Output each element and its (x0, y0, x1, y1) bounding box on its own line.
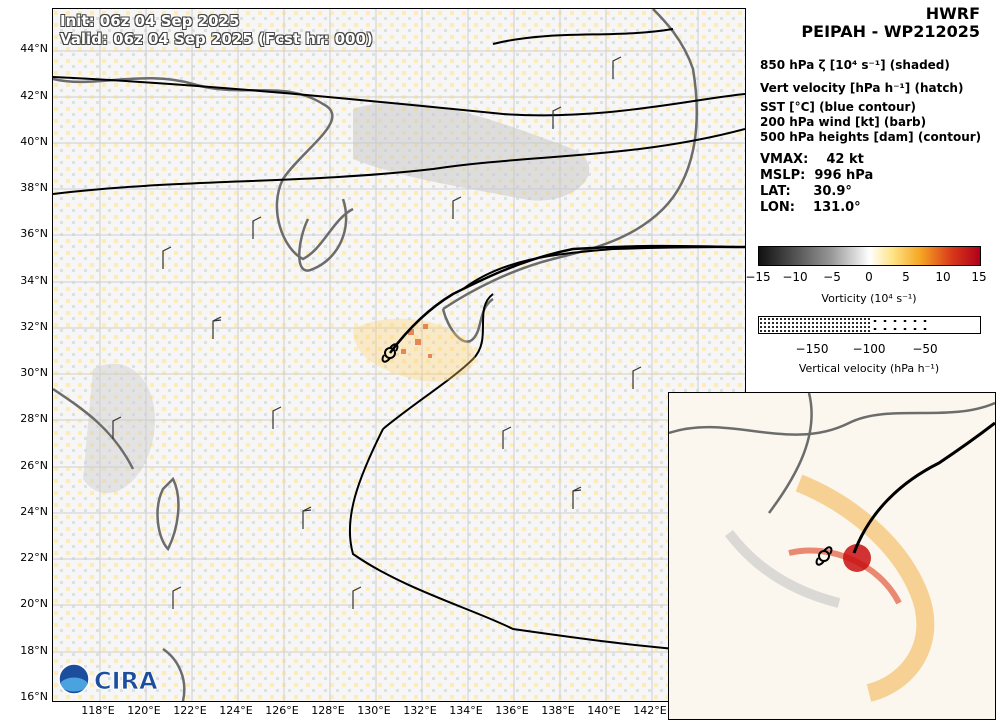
lon-label: 138°E (541, 704, 575, 717)
vorticity-tick: −5 (823, 270, 841, 284)
lat-label: 36°N (20, 227, 48, 240)
zoom-inset-panel (668, 392, 996, 720)
negative-vorticity-region (83, 363, 155, 494)
vorticity-tick: −15 (745, 270, 771, 284)
lon-label: 130°E (357, 704, 391, 717)
lat-label: 22°N (20, 551, 48, 564)
lon-label: 142°E (633, 704, 667, 717)
cira-logo-svg: CIRA (58, 663, 158, 695)
vorticity-caption: Vorticity (10⁴ s⁻¹) (821, 292, 917, 305)
cira-wordmark: CIRA (94, 667, 158, 695)
legend-line-sst: SST [°C] (blue contour) (760, 100, 916, 114)
lon-label: 126°E (265, 704, 299, 717)
vv-colorbar-dots (870, 317, 930, 333)
lon-label: 118°E (81, 704, 115, 717)
lon-label: 132°E (403, 704, 437, 717)
lat-label: 32°N (20, 320, 48, 333)
lat-label: 16°N (20, 690, 48, 703)
lat-label: 34°N (20, 274, 48, 287)
legend-line-vorticity: 850 hPa ζ [10⁴ s⁻¹] (shaded) (760, 58, 950, 72)
positive-vorticity-region (353, 318, 475, 382)
lon-label: 124°E (219, 704, 253, 717)
vv-tick: −50 (912, 342, 938, 356)
lat-label: 38°N (20, 181, 48, 194)
lat-label: 44°N (20, 42, 48, 55)
cira-logo: CIRA (58, 662, 168, 700)
vv-tick: −100 (852, 342, 886, 356)
vorticity-tick: 0 (865, 270, 873, 284)
zoom-inset-svg (669, 393, 995, 702)
lon-label: 122°E (173, 704, 207, 717)
model-name: HWRF (925, 4, 980, 23)
lat-label: 40°N (20, 135, 48, 148)
legend-line-vert-velocity: Vert velocity [hPa h⁻¹] (hatch) (760, 81, 964, 95)
lat-label: 42°N (20, 89, 48, 102)
storm-track (389, 244, 745, 354)
vorticity-tick: 10 (935, 270, 951, 284)
vorticity-colorbar (758, 246, 981, 266)
lat-lon-grid (53, 9, 745, 701)
vv-tick: −150 (795, 342, 829, 356)
negative-vorticity-region (353, 102, 590, 201)
main-map-svg (53, 9, 745, 701)
lon-label: 134°E (449, 704, 483, 717)
mslp-readout: MSLP: 996 hPa (760, 168, 874, 183)
init-time: Init: 06z 04 Sep 2025 (60, 12, 240, 30)
lat-label: 28°N (20, 412, 48, 425)
valid-time: Valid: 06z 04 Sep 2025 (Fcst hr: 000) (60, 30, 373, 48)
lat-readout: LAT: 30.9° (760, 184, 852, 199)
lat-label: 24°N (20, 505, 48, 518)
lat-label: 26°N (20, 459, 48, 472)
storm-title: PEIPAH - WP212025 (801, 22, 980, 41)
main-map-panel (52, 8, 746, 702)
lon-label: 140°E (587, 704, 621, 717)
vmax-readout: VMAX: 42 kt (760, 152, 864, 167)
lat-label: 30°N (20, 366, 48, 379)
lat-label: 20°N (20, 597, 48, 610)
vorticity-tick: 15 (971, 270, 987, 284)
vertical-velocity-hatch (401, 324, 432, 358)
vorticity-tick: 5 (902, 270, 910, 284)
lon-label: 128°E (311, 704, 345, 717)
lat-label: 18°N (20, 644, 48, 657)
lon-label: 120°E (127, 704, 161, 717)
legend-line-heights: 500 hPa heights [dam] (contour) (760, 130, 982, 144)
legend-line-wind: 200 hPa wind [kt] (barb) (760, 115, 927, 129)
lon-label: 136°E (495, 704, 529, 717)
vv-caption: Vertical velocity (hPa h⁻¹) (798, 362, 940, 375)
lon-readout: LON: 131.0° (760, 200, 861, 215)
vorticity-tick: −10 (782, 270, 808, 284)
tropical-storm-icon (815, 546, 833, 566)
wind-barbs (112, 56, 682, 609)
